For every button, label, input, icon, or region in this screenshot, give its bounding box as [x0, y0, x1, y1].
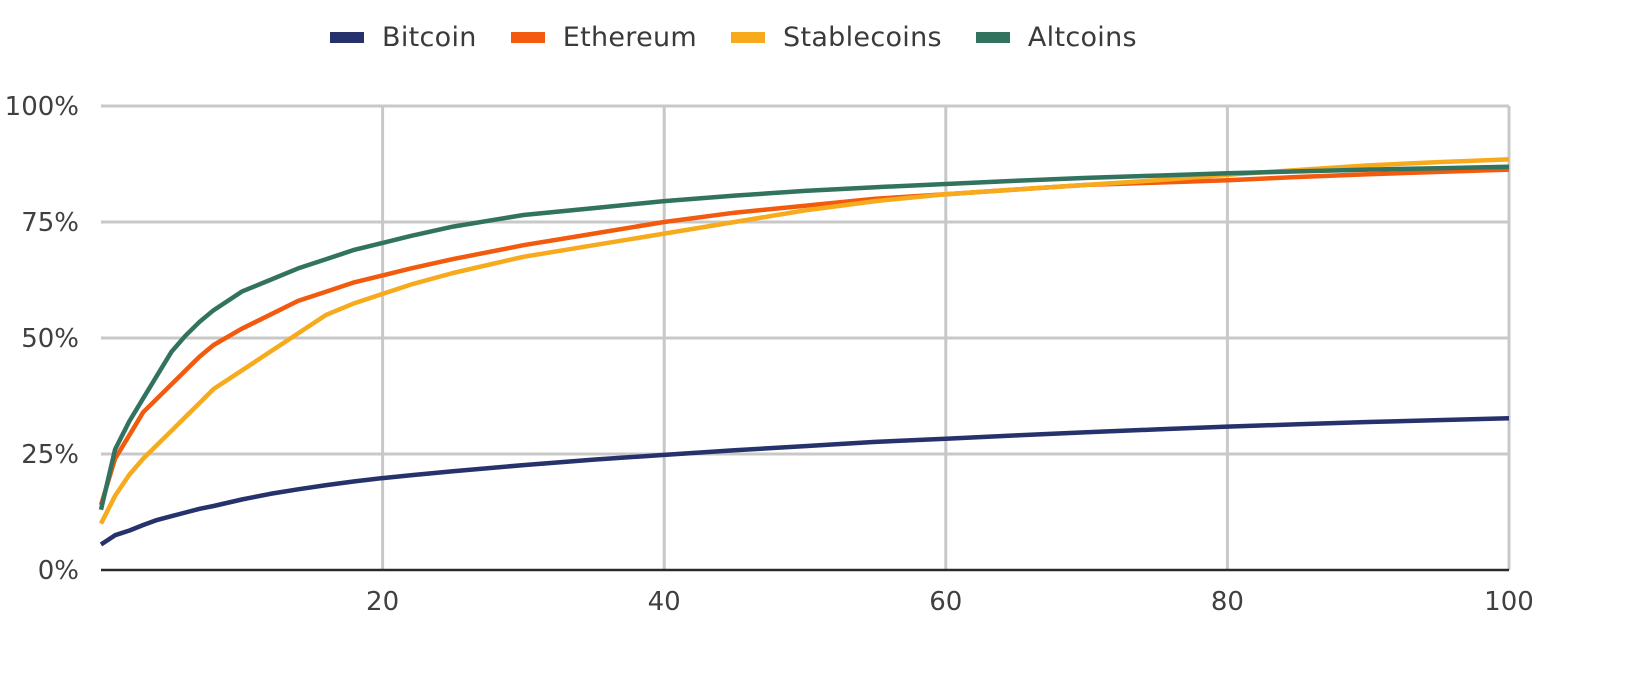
series-line-stablecoins [98, 157, 1510, 525]
series-line-altcoins [98, 164, 1510, 511]
legend-item-altcoins: Altcoins [975, 22, 1137, 53]
grid [101, 104, 1511, 570]
x-tick-label: 40 [648, 587, 681, 617]
legend-swatch-bitcoin [330, 32, 364, 43]
x-tick-label: 100 [1484, 587, 1534, 617]
y-tick-label: 100% [5, 92, 79, 122]
legend-label-bitcoin: Bitcoin [382, 22, 477, 53]
y-tick-label: 75% [21, 208, 79, 238]
legend-swatch-stablecoins [731, 32, 766, 43]
axes: 0% 25% 50% 75% 100% 20 40 60 80 100 [5, 92, 1534, 617]
x-tick-label: 20 [366, 587, 399, 617]
x-tick-label: 60 [929, 587, 962, 617]
legend: Bitcoin Ethereum Stablecoins Altcoins [330, 22, 1137, 53]
legend-swatch-altcoins [975, 32, 1010, 43]
series-line-bitcoin [99, 416, 1510, 547]
y-tick-label: 25% [21, 440, 79, 470]
legend-item-bitcoin: Bitcoin [330, 22, 477, 53]
legend-swatch-ethereum [510, 32, 545, 43]
legend-item-ethereum: Ethereum [510, 22, 698, 53]
y-tick-label: 50% [21, 324, 79, 354]
legend-item-stablecoins: Stablecoins [731, 22, 942, 53]
legend-label-stablecoins: Stablecoins [783, 22, 942, 53]
x-tick-label: 80 [1211, 587, 1244, 617]
series-lines [98, 157, 1510, 547]
y-tick-label: 0% [38, 556, 79, 586]
legend-label-ethereum: Ethereum [562, 22, 698, 53]
legend-label-altcoins: Altcoins [1027, 22, 1137, 53]
